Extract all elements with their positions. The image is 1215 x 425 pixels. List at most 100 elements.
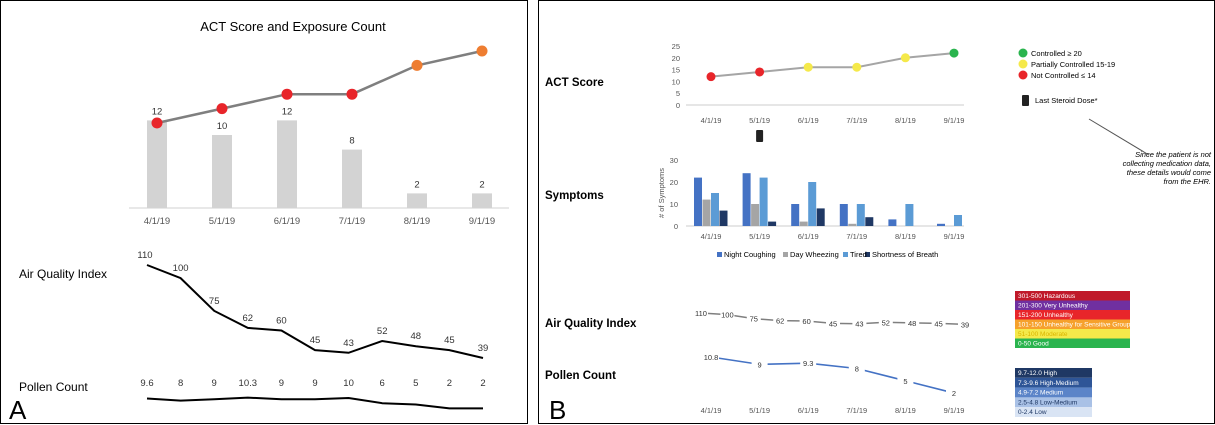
b-aqi-label-bg xyxy=(799,316,814,326)
aqi-scale-band xyxy=(1015,291,1130,301)
b-aqi-data-label: 110 xyxy=(695,309,707,318)
b-aqi-data-label: 48 xyxy=(908,319,916,328)
b-pollen-data-label: 9.3 xyxy=(803,359,813,368)
aqi-data-label-a: 100 xyxy=(173,263,189,274)
a-x-tick-label: 7/1/19 xyxy=(339,216,365,227)
b-pollen-label-bg xyxy=(897,375,914,386)
exposure-bar xyxy=(407,193,427,208)
a-x-tick-label: 8/1/19 xyxy=(404,216,430,227)
exposure-bar-label: 10 xyxy=(217,121,228,132)
b-act-point xyxy=(755,67,765,77)
pollen-data-label-a: 9 xyxy=(279,378,284,389)
b-act-line xyxy=(710,52,955,78)
exposure-bar-label: 2 xyxy=(479,179,484,190)
symptom-bar xyxy=(905,204,914,226)
aqi-data-label-a: 43 xyxy=(343,338,354,349)
symptoms-legend-label: Night Coughing xyxy=(724,250,776,259)
steroid-legend-label: Last Steroid Dose* xyxy=(1035,96,1098,105)
symptom-bar xyxy=(808,182,817,226)
aqi-scale-label: 301-500 Hazardous xyxy=(1018,293,1076,300)
symptom-bar xyxy=(702,199,711,226)
b-act-x-tick: 6/1/19 xyxy=(798,116,819,125)
act-score-line xyxy=(156,49,483,125)
b-act-y-tick: 15 xyxy=(672,66,680,75)
act-score-point xyxy=(151,117,163,129)
symptom-bar xyxy=(954,215,962,226)
b-aqi-data-label: 43 xyxy=(855,320,863,329)
symptoms-x-tick: 7/1/19 xyxy=(846,232,867,241)
aqi-scale-label: 151-200 Unhealthy xyxy=(1018,312,1074,319)
b-aqi-label-bg xyxy=(905,317,920,328)
aqi-scale-band xyxy=(1015,300,1130,310)
act-exposure-title: ACT Score and Exposure Count xyxy=(200,19,386,34)
b-act-x-tick: 4/1/19 xyxy=(701,116,722,125)
symptoms-y-axis-label: # of Symptoms xyxy=(657,168,666,218)
pollen-data-label-a: 9.6 xyxy=(140,378,153,389)
b-act-y-tick: 10 xyxy=(672,77,680,86)
b-aqi-label-bg xyxy=(773,315,788,326)
steroid-legend: Last Steroid Dose* xyxy=(1022,95,1098,106)
b-pollen-data-label: 9 xyxy=(758,360,762,369)
pollen-scale-label: 4.9-7.2 Medium xyxy=(1018,390,1063,397)
act-row-label-b: ACT Score xyxy=(545,77,604,89)
b-aqi-label-bg xyxy=(720,309,735,320)
b-pollen-x-tick: 5/1/19 xyxy=(749,406,770,415)
pollen-scale-band xyxy=(1015,407,1092,417)
pollen-data-label-a: 2 xyxy=(480,378,485,389)
b-pollen-x-tick: 6/1/19 xyxy=(798,406,819,415)
symptoms-y-tick: 20 xyxy=(670,178,678,187)
aqi-row-label-b: Air Quality Index xyxy=(545,318,637,330)
exposure-bar xyxy=(472,193,492,208)
symptoms-legend-swatch xyxy=(865,252,870,257)
aqi-scale-band xyxy=(1015,329,1130,339)
note-text-line: from the EHR. xyxy=(1163,177,1211,186)
symptoms-row-label-b: Symptoms xyxy=(545,190,604,202)
a-x-tick-label: 9/1/19 xyxy=(469,216,495,227)
b-aqi-label-bg xyxy=(746,313,761,324)
b-pollen-line xyxy=(710,356,955,394)
pollen-scale-label: 0-2.4 Low xyxy=(1018,409,1047,416)
a-x-tick-label: 6/1/19 xyxy=(274,216,300,227)
b-aqi-label-bg xyxy=(931,318,946,329)
aqi-scale-label: 51-100 Moderate xyxy=(1018,331,1068,338)
note-text-line: collecting medication data, xyxy=(1123,159,1211,168)
b-pollen-data-label: 2 xyxy=(952,389,956,398)
b-pollen-label-bg xyxy=(703,352,719,362)
b-act-x-tick: 7/1/19 xyxy=(846,116,867,125)
act-score-point xyxy=(216,103,228,115)
pollen-row-label-b: Pollen Count xyxy=(545,370,616,382)
b-aqi-label-bg xyxy=(852,318,867,329)
b-act-point xyxy=(852,62,862,72)
pollen-scale-label: 2.5-4.8 Low-Medium xyxy=(1018,399,1077,406)
symptom-bar xyxy=(865,217,874,226)
pollen-scale-label: 7.3-9.6 High-Medium xyxy=(1018,380,1079,387)
pollen-data-label-a: 6 xyxy=(380,378,385,389)
act-legend-label: Controlled ≥ 20 xyxy=(1031,49,1082,58)
pollen-data-label-a: 9 xyxy=(312,378,317,389)
steroid-marker-icon xyxy=(756,130,764,142)
act-legend-swatch xyxy=(1018,70,1028,80)
b-aqi-data-label: 39 xyxy=(961,320,969,329)
symptoms-x-tick: 8/1/19 xyxy=(895,232,916,241)
symptom-bar xyxy=(937,223,945,226)
symptoms-y-tick: 30 xyxy=(670,156,678,165)
b-act-point xyxy=(900,53,910,63)
b-pollen-x-tick: 8/1/19 xyxy=(895,406,916,415)
aqi-scale-band xyxy=(1015,319,1130,329)
pollen-scale-band xyxy=(1015,368,1092,378)
b-act-x-tick: 5/1/19 xyxy=(749,116,770,125)
symptom-bar xyxy=(839,204,848,226)
exposure-bar-label: 8 xyxy=(349,136,354,147)
act-score-point xyxy=(281,88,293,100)
pollen-data-label-a: 10.3 xyxy=(239,378,258,389)
symptoms-legend-swatch xyxy=(783,252,788,257)
panel-b: ACT Score 0 5 10 15 20 25 4/1/19 5/1/19 6/1/19 7/… xyxy=(538,0,1215,425)
symptoms-x-tick: 6/1/19 xyxy=(798,232,819,241)
pollen-data-label-a: 5 xyxy=(413,378,418,389)
symptom-bar xyxy=(799,221,808,226)
symptoms-legend-swatch xyxy=(843,252,848,257)
pollen-data-label-a: 10 xyxy=(343,378,354,389)
aqi-line-a xyxy=(146,264,484,359)
pollen-data-label-a: 2 xyxy=(447,378,452,389)
